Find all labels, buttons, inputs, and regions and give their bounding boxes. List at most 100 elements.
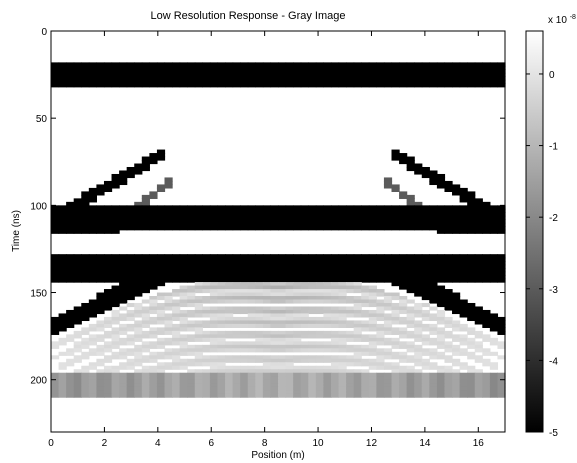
heatmap-cell (429, 316, 438, 322)
heatmap-cell (240, 205, 249, 210)
heatmap-cell (58, 83, 67, 88)
heatmap-cell (330, 362, 340, 367)
heatmap-cell (81, 386, 90, 391)
heatmap-cell (444, 257, 453, 262)
heatmap-cell (399, 205, 408, 210)
heatmap-cell (81, 83, 90, 88)
heatmap-cell (361, 334, 370, 339)
heatmap-cell (482, 254, 491, 259)
heatmap-cell (232, 215, 241, 220)
heatmap-cell (225, 226, 234, 231)
heatmap-cell (194, 302, 203, 308)
heatmap-cell (278, 275, 287, 280)
heatmap-cell (270, 316, 279, 322)
heatmap-cell (247, 379, 256, 384)
heatmap-cell (141, 226, 150, 231)
heatmap-cell (489, 372, 499, 377)
heatmap-cell (315, 278, 324, 283)
heatmap-cell (429, 306, 438, 311)
y-axis-label: Time (ns) (11, 210, 22, 252)
heatmap-cell (330, 282, 340, 287)
heatmap-cell (96, 229, 105, 234)
heatmap-cell (187, 299, 196, 304)
heatmap-cell (315, 316, 324, 322)
heatmap-cell (391, 219, 400, 224)
heatmap-cell (482, 268, 491, 273)
heatmap-cell (421, 79, 430, 84)
heatmap-cell (489, 376, 499, 381)
heatmap-cell (141, 320, 150, 325)
heatmap-cell (383, 379, 393, 384)
heatmap-cell (330, 72, 340, 77)
heatmap-cell (119, 72, 128, 77)
heatmap-cell (406, 309, 415, 315)
heatmap-cell (134, 69, 143, 74)
heatmap-cell (134, 83, 143, 88)
heatmap-cell (346, 264, 355, 269)
heatmap-cell (262, 83, 272, 88)
heatmap-cell (421, 62, 430, 67)
heatmap-cell (66, 264, 75, 269)
heatmap-cell (474, 372, 483, 377)
heatmap-cell (489, 254, 499, 259)
heatmap-cell (330, 320, 340, 325)
heatmap-cell (436, 393, 446, 398)
heatmap-cell (308, 323, 317, 328)
heatmap-cell (315, 215, 324, 220)
heatmap-cell (406, 355, 415, 360)
heatmap-cell (194, 358, 203, 363)
heatmap-cell (209, 323, 219, 328)
heatmap-cell (376, 348, 385, 353)
heatmap-cell (66, 379, 75, 384)
heatmap-cell (315, 205, 324, 210)
heatmap-cell (164, 261, 173, 266)
heatmap-cell (368, 257, 377, 262)
heatmap-cell (149, 316, 158, 322)
heatmap-cell (308, 278, 317, 283)
heatmap-cell (452, 362, 461, 367)
heatmap-cell (149, 282, 158, 287)
heatmap-cell (240, 369, 249, 374)
heatmap-cell (103, 365, 113, 370)
heatmap-cell (323, 76, 332, 81)
heatmap-cell (103, 215, 113, 220)
heatmap-cell (225, 383, 234, 388)
heatmap-cell (406, 219, 415, 224)
heatmap-cell (383, 261, 393, 266)
heatmap-cell (262, 365, 272, 370)
heatmap-cell (482, 383, 491, 388)
heatmap-cell (164, 271, 173, 276)
heatmap-cell (330, 383, 340, 388)
heatmap-cell (232, 316, 241, 322)
heatmap-cell (436, 219, 446, 224)
heatmap-cell (293, 292, 302, 297)
heatmap-cell (308, 365, 317, 370)
heatmap-cell (240, 348, 249, 353)
heatmap-cell (315, 309, 324, 315)
heatmap-cell (376, 226, 385, 231)
heatmap-cell (262, 222, 272, 227)
heatmap-cell (103, 65, 113, 70)
heatmap-cell (270, 330, 279, 335)
heatmap-cell (51, 275, 60, 280)
heatmap-cell (353, 358, 362, 363)
heatmap-cell (255, 358, 264, 363)
heatmap-cell (255, 72, 264, 77)
colorbar-ticks: 0-1-2-3-4-5 (526, 70, 558, 439)
heatmap-cell (489, 229, 499, 234)
heatmap-cell (346, 72, 355, 77)
heatmap-cell (467, 229, 476, 234)
heatmap-cell (232, 62, 241, 67)
heatmap-cell (126, 72, 135, 77)
heatmap-cell (376, 386, 385, 391)
heatmap-cell (399, 330, 408, 335)
heatmap-cell (315, 282, 324, 287)
heatmap-cell (247, 261, 256, 266)
heatmap-cell (58, 372, 67, 377)
heatmap-cell (368, 83, 377, 88)
heatmap-cell (164, 222, 173, 227)
heatmap-cell (278, 376, 287, 381)
heatmap-cell (247, 69, 256, 74)
heatmap-cell (497, 208, 506, 213)
heatmap-cell (111, 351, 120, 356)
